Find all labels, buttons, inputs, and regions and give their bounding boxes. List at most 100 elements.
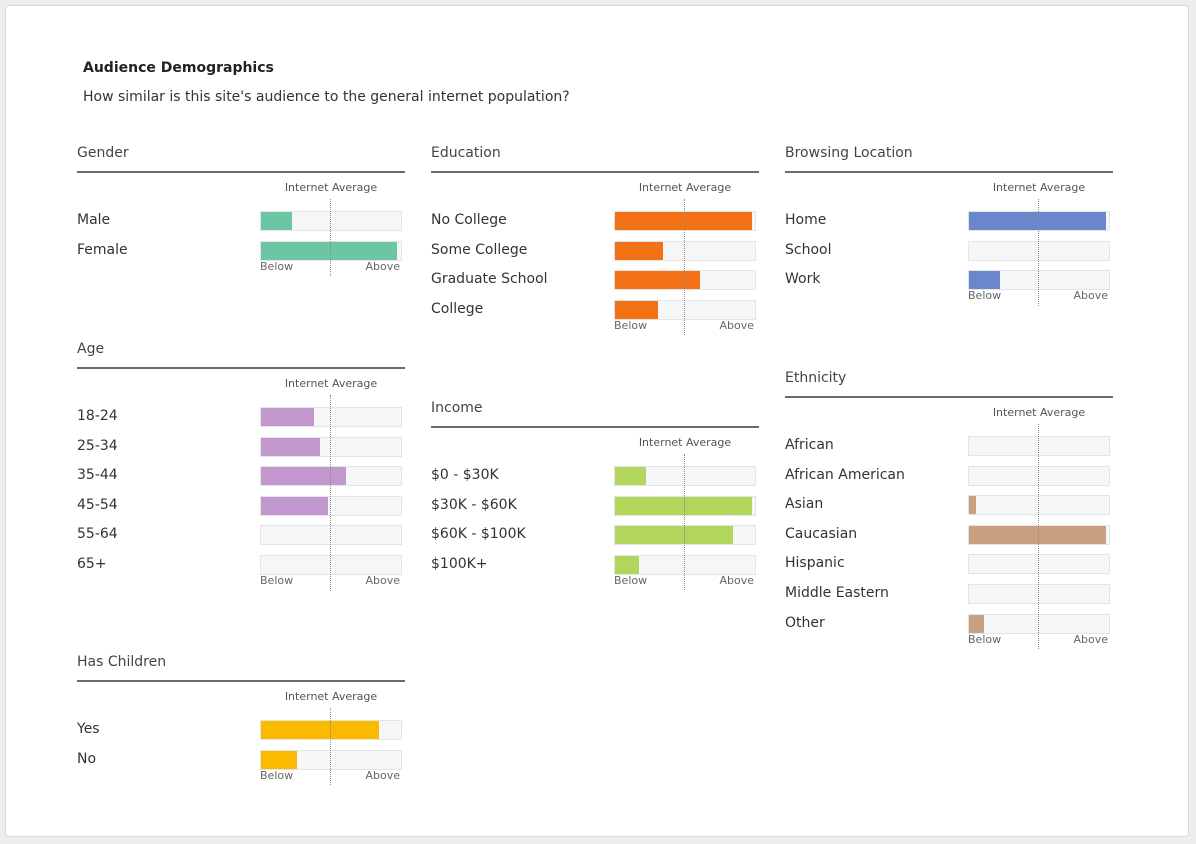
section-divider — [77, 367, 405, 369]
bar-fill — [261, 467, 347, 486]
bar-row: Graduate School — [431, 268, 759, 298]
bar-track — [614, 299, 756, 320]
demographics-card: Audience Demographics How similar is thi… — [5, 5, 1189, 837]
section-divider — [431, 426, 759, 428]
bar-row: $60K - $100K — [431, 523, 759, 553]
category-label: Other — [785, 614, 825, 631]
bar-row: Caucasian — [785, 523, 1113, 553]
scale-labels: Below Above — [968, 289, 1110, 303]
internet-average-line — [1038, 199, 1039, 306]
bar-track — [614, 495, 756, 516]
bar-track — [260, 240, 402, 261]
category-label: Graduate School — [431, 271, 548, 288]
scale-labels: Below Above — [614, 574, 756, 588]
section-title: Gender — [77, 145, 129, 161]
bar-row: No — [77, 748, 405, 778]
bar-row: African — [785, 434, 1113, 464]
section-title: Age — [77, 341, 105, 357]
category-label: College — [431, 300, 484, 317]
section-education: Education Internet Average No College Some … — [431, 143, 759, 336]
bar-track — [968, 270, 1110, 291]
section-title: Has Children — [77, 654, 167, 670]
above-label: Above — [1073, 632, 1108, 646]
bar-row: $30K - $60K — [431, 494, 759, 524]
section-divider — [77, 680, 405, 682]
category-label: 35-44 — [77, 467, 118, 484]
bar-track — [260, 436, 402, 457]
bar-fill — [969, 212, 1107, 230]
bar-fill — [261, 437, 320, 456]
bar-fill — [615, 467, 646, 485]
section-has-children: Has Children Internet Average Yes No Below Ab… — [77, 652, 405, 786]
below-label: Below — [614, 318, 648, 332]
bar-track — [968, 554, 1110, 575]
category-label: No College — [431, 212, 507, 228]
bar-track — [968, 240, 1110, 261]
page-title: Audience Demographics — [83, 60, 274, 76]
bar-track — [260, 554, 402, 575]
bar-track — [968, 465, 1110, 486]
category-label: Work — [785, 271, 821, 288]
internet-average-label: Internet Average — [992, 406, 1086, 419]
internet-average-label: Internet Average — [284, 377, 378, 390]
section-browsing-location: Browsing Location Internet Average Home Sch… — [785, 143, 1113, 306]
bar-track — [614, 554, 756, 575]
category-label: $30K - $60K — [431, 496, 517, 513]
bar-row: 65+ — [77, 553, 405, 583]
section-divider — [785, 396, 1113, 398]
bar-track — [968, 211, 1110, 231]
category-label: 25-34 — [77, 437, 118, 454]
category-label: Middle Eastern — [785, 584, 889, 601]
internet-average-label: Internet Average — [284, 181, 378, 194]
bar-row: 45-54 — [77, 494, 405, 524]
category-label: Male — [77, 212, 111, 228]
below-label: Below — [968, 632, 1002, 646]
bar-rows: Yes No Below Above — [77, 708, 405, 786]
category-label: Female — [77, 241, 128, 258]
above-label: Above — [365, 574, 400, 587]
category-label: No — [77, 750, 97, 767]
bar-rows: African African American Asian Caucasian His… — [785, 424, 1113, 650]
bar-track — [260, 466, 402, 487]
category-label: 55-64 — [77, 526, 118, 543]
category-label: School — [785, 241, 832, 258]
bar-rows: No College Some College Graduate School Col… — [431, 199, 759, 336]
bar-row: Yes — [77, 718, 405, 748]
bar-fill — [261, 408, 315, 426]
scale-labels: Below Above — [968, 633, 1110, 647]
category-label: Hispanic — [785, 555, 845, 572]
section-divider — [431, 171, 759, 173]
category-label: African — [785, 437, 834, 453]
bar-row: Home — [785, 209, 1113, 239]
bar-row: 18-24 — [77, 405, 405, 435]
internet-average-label: Internet Average — [638, 436, 732, 449]
scale-labels: Below Above — [260, 769, 402, 783]
bar-track — [614, 525, 756, 546]
bar-fill — [969, 614, 985, 633]
above-label: Above — [719, 318, 754, 332]
bar-track — [260, 749, 402, 770]
bar-row: Middle Eastern — [785, 582, 1113, 612]
bar-rows: $0 - $30K $30K - $60K $60K - $100K $100K+ Be… — [431, 454, 759, 591]
bar-fill — [615, 271, 701, 290]
bar-rows: 18-24 25-34 35-44 45-54 55-64 65+ Below Above — [77, 395, 405, 591]
bar-rows: Male Female Below Above — [77, 199, 405, 277]
category-label: Yes — [77, 721, 100, 737]
bar-fill — [261, 212, 292, 230]
internet-average-line — [330, 708, 331, 786]
category-label: 18-24 — [77, 408, 118, 424]
internet-average-line — [684, 199, 685, 336]
category-label: Some College — [431, 241, 528, 258]
bar-track — [260, 407, 402, 427]
bar-fill — [615, 555, 639, 574]
bar-fill — [261, 496, 329, 515]
category-label: Caucasian — [785, 525, 858, 542]
bar-track — [260, 495, 402, 516]
internet-average-line — [330, 395, 331, 591]
bar-track — [614, 466, 756, 486]
bar-fill — [261, 750, 298, 769]
bar-rows: Home School Work Below Above — [785, 199, 1113, 306]
internet-average-label: Internet Average — [284, 690, 378, 703]
bar-track — [968, 583, 1110, 604]
category-label: Asian — [785, 496, 824, 513]
